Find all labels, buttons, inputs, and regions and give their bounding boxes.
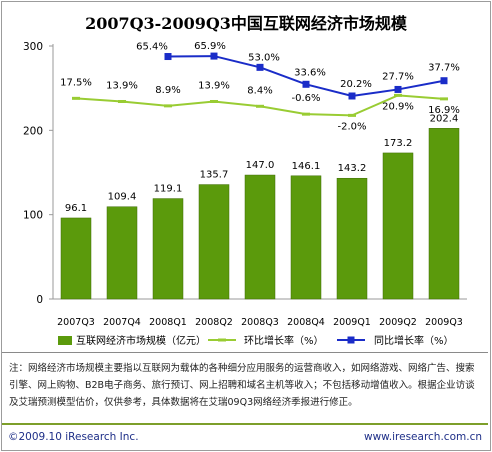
line-marker: [256, 104, 264, 108]
x-tick-label: 2007Q3: [57, 317, 95, 328]
line-marker: [394, 93, 402, 97]
bar-value-label: 147.0: [246, 160, 275, 171]
bar: [244, 174, 276, 300]
line-value-label: 13.9%: [106, 80, 138, 91]
footer-rule: [2, 423, 488, 425]
bar-value-label: 119.1: [154, 184, 183, 195]
line-value-label: 53.0%: [248, 52, 280, 63]
bar: [198, 184, 230, 300]
divider: [2, 352, 488, 353]
line-marker: [210, 52, 218, 60]
legend-marker-yoy: [347, 336, 355, 344]
legend-marker-qoq: [218, 338, 226, 342]
line-marker: [164, 53, 172, 61]
x-tick-label: 2009Q2: [379, 317, 417, 328]
y-tick-label: 0: [36, 294, 43, 306]
line-marker: [440, 97, 448, 101]
line-marker: [302, 112, 310, 116]
line-marker: [118, 99, 126, 103]
copyright-text: ©2009.10 iResearch Inc.: [8, 431, 139, 443]
x-tick-label: 2009Q3: [425, 317, 463, 328]
bar: [428, 128, 460, 300]
line-marker: [394, 85, 402, 93]
line-marker: [210, 99, 218, 103]
line-value-label: 8.9%: [155, 85, 180, 96]
line-value-label: 20.9%: [382, 101, 414, 112]
line-value-label: 20.2%: [340, 79, 372, 90]
legend-label-bar: 互联网经济市场规模（亿元）: [76, 334, 206, 347]
chart-area: 0 100 200 300 96.1 109.4 119.1 135.7 147.0 146.1 1…: [23, 41, 467, 347]
line-value-label: 8.4%: [247, 85, 272, 96]
legend-swatch-bar: [58, 336, 72, 345]
y-tick-label: 200: [23, 125, 43, 137]
x-tick-label: 2009Q1: [333, 317, 371, 328]
footnote: 注：网络经济市场规模主要指以互联网为载体的各种细分应用服务的运营商收入，如网络游…: [9, 363, 475, 408]
bar-value-label: 146.1: [292, 161, 321, 172]
website-text: www.iresearch.com.cn: [363, 431, 482, 443]
bar-value-label: 135.7: [200, 170, 229, 181]
bar: [152, 198, 184, 300]
bar-value-label: 96.1: [65, 203, 87, 214]
line-marker: [302, 80, 310, 88]
x-tick-label: 2008Q2: [195, 317, 233, 328]
bar-value-label: 143.2: [338, 163, 367, 174]
line-marker: [72, 96, 80, 100]
legend-label-qoq: 环比增长率（%）: [244, 334, 324, 347]
chart-title: 2007Q3-2009Q3中国互联网经济市场规模: [85, 14, 407, 33]
line-value-label: -2.0%: [337, 121, 366, 132]
line-value-label: 13.9%: [198, 80, 230, 91]
x-tick-label: 2008Q4: [287, 317, 325, 328]
line-value-label: -0.6%: [291, 93, 320, 104]
line-marker: [440, 77, 448, 85]
line-marker: [348, 113, 356, 117]
legend-label-yoy: 同比增长率（%）: [374, 334, 454, 347]
line-value-label: 33.6%: [294, 67, 326, 78]
x-tick-label: 2008Q3: [241, 317, 279, 328]
bar: [336, 177, 368, 300]
bar: [106, 206, 138, 300]
line-value-label: 27.7%: [382, 71, 414, 82]
bar: [290, 175, 322, 300]
line-value-label: 16.9%: [428, 105, 460, 116]
line-marker: [348, 92, 356, 100]
line-value-label: 65.9%: [194, 41, 226, 52]
x-tick-label: 2008Q1: [149, 317, 187, 328]
y-tick-label: 300: [23, 41, 43, 53]
bar-value-label: 109.4: [108, 192, 137, 203]
x-tick-label: 2007Q4: [103, 317, 141, 328]
y-tick-label: 100: [23, 210, 43, 222]
bar: [382, 152, 414, 300]
line-marker: [256, 63, 264, 71]
bar: [60, 217, 92, 300]
line-marker: [164, 104, 172, 108]
line-value-label: 37.7%: [428, 63, 460, 74]
line-value-label: 65.4%: [136, 42, 168, 53]
bar-value-label: 173.2: [384, 138, 413, 149]
line-value-label: 17.5%: [60, 77, 92, 88]
bar-value-label: 202.4: [430, 113, 459, 124]
